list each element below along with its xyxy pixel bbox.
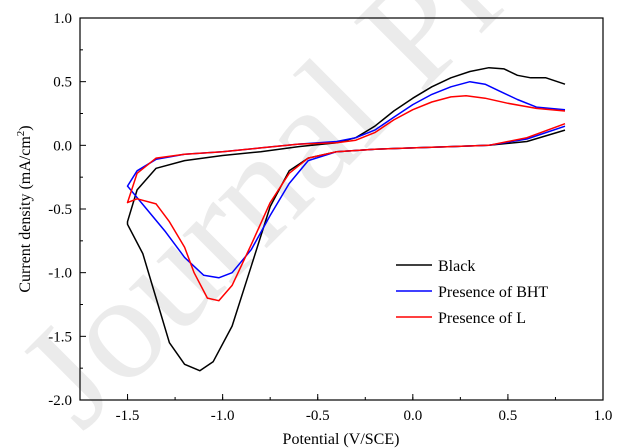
y-axis-title: Current density (mA/cm2) (15, 125, 34, 292)
x-axis: -1.5 -1.0 -0.5 0.0 0.5 1.0 (79, 394, 613, 424)
series-layer (126, 66, 566, 372)
y-axis-title-sup: 2 (15, 131, 27, 137)
y-axis-title-base: Current density (mA/cm (17, 136, 34, 293)
x-tick-label: -1.5 (116, 408, 140, 424)
x-tick-label: -0.5 (306, 408, 330, 424)
legend-label-1: Presence of BHT (438, 284, 548, 301)
x-tick-label: 1.0 (594, 408, 613, 424)
x-tick-label: 0.5 (499, 408, 518, 424)
x-axis-title: Potential (V/SCE) (283, 431, 400, 448)
x-tick-label: -1.0 (211, 408, 235, 424)
legend: Black Presence of BHT Presence of L (396, 258, 548, 327)
series-line-2 (126, 94, 566, 302)
y-tick-label: -1.5 (48, 329, 72, 345)
y-tick-label: -1.0 (48, 266, 72, 282)
legend-label-2: Presence of L (438, 310, 526, 327)
y-axis: -2.0 -1.5 -1.0 -0.5 0.0 0.5 1.0 (48, 11, 86, 409)
legend-label-0: Black (438, 258, 475, 275)
y-tick-label: -0.5 (48, 202, 72, 218)
y-axis-title-end: ) (17, 125, 34, 130)
y-tick-label: -2.0 (48, 393, 72, 409)
y-tick-label: 0.0 (53, 138, 72, 154)
y-tick-label: 0.5 (53, 75, 72, 91)
y-tick-label: 1.0 (53, 11, 72, 27)
x-tick-label: 0.0 (403, 408, 422, 424)
